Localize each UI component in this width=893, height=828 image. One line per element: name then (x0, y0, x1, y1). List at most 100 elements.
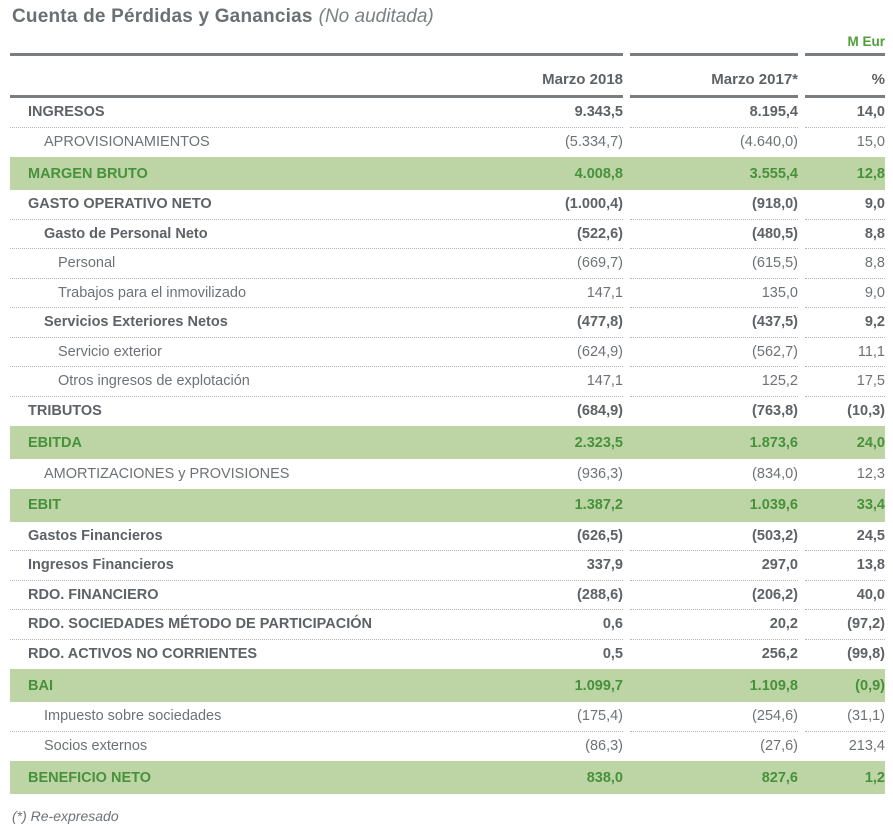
value-marzo-2018: 147,1 (586, 373, 623, 390)
row-label: BENEFICIO NETO (28, 769, 151, 786)
table-row: Ingresos Financieros 337,9 297,0 13,8 (10, 551, 885, 581)
value-marzo-2017: 135,0 (630, 279, 798, 308)
row-label: EBIT (28, 497, 62, 513)
table-row: Personal (669,7) (615,5) 8,8 (10, 249, 885, 279)
value-marzo-2018: (626,5) (577, 527, 623, 544)
value-marzo-2017: (763,8) (752, 403, 798, 420)
table-row: GASTO OPERATIVO NETO (1.000,4) (918,0) 9… (10, 190, 885, 220)
value-marzo-2018: 0,6 (602, 616, 623, 633)
value-marzo-2017: (615,5) (630, 249, 798, 279)
value-marzo-2018: (175,4) (577, 708, 623, 725)
value-pct: 9,0 (805, 279, 885, 308)
row-label: Ingresos Financieros (28, 557, 174, 574)
value-marzo-2017: 3.555,4 (749, 165, 798, 182)
row-label: Personal (58, 255, 116, 272)
column-header-marzo-2017: Marzo 2017* (630, 71, 798, 98)
table-row: INGRESOS 9.343,5 8.195,4 14,0 (10, 98, 885, 128)
value-marzo-2018: (288,6) (577, 586, 623, 603)
row-label: AMORTIZACIONES y PROVISIONES (44, 465, 290, 482)
row-label: Servicios Exteriores Netos (44, 314, 228, 331)
value-pct: (31,1) (805, 702, 885, 732)
value-pct: 11,1 (805, 338, 885, 367)
value-marzo-2017: 297,0 (630, 551, 798, 581)
value-marzo-2017: (254,6) (630, 702, 798, 732)
page-title: Cuenta de Pérdidas y Ganancias (12, 6, 313, 27)
value-marzo-2018: (684,9) (577, 403, 623, 420)
value-pct: 213,4 (848, 738, 885, 755)
value-pct: 17,5 (805, 367, 885, 397)
value-pct: (10,3) (847, 403, 885, 420)
row-label: INGRESOS (28, 104, 105, 121)
table-row: Otros ingresos de explotación 147,1 125,… (10, 367, 885, 397)
table-row: Servicios Exteriores Netos (477,8) (437,… (10, 308, 885, 338)
value-marzo-2017: (918,0) (630, 190, 798, 220)
value-marzo-2017: 827,6 (761, 769, 798, 786)
table-row: BENEFICIO NETO 838,0 827,6 1,2 (10, 761, 885, 794)
value-marzo-2017: 20,2 (630, 610, 798, 640)
table-row: EBIT 1.387,2 1.039,6 33,4 (10, 488, 885, 522)
value-marzo-2018: 1.387,2 (574, 497, 623, 513)
value-marzo-2018: 147,1 (586, 284, 623, 301)
footnote: (*) Re-expresado (12, 808, 119, 824)
value-pct: 8,8 (805, 220, 885, 249)
value-pct: 24,5 (805, 522, 885, 551)
value-marzo-2017: 8.195,4 (630, 98, 798, 128)
unit-label: M Eur (847, 34, 885, 49)
table-row: BAI 1.099,7 1.109,8 (0,9) (10, 669, 885, 702)
value-marzo-2018: (86,3) (585, 738, 623, 755)
value-marzo-2017: (503,2) (630, 522, 798, 551)
value-marzo-2018: 337,9 (586, 557, 623, 574)
row-label: Gastos Financieros (28, 527, 163, 544)
row-label: EBITDA (28, 434, 82, 451)
value-pct: 9,0 (805, 190, 885, 220)
value-pct: (99,8) (847, 646, 885, 663)
row-label: Impuesto sobre sociedades (44, 708, 222, 725)
value-marzo-2018: (522,6) (577, 225, 623, 242)
value-marzo-2018: (936,3) (577, 465, 623, 482)
row-label: Socios externos (44, 738, 148, 755)
value-marzo-2018: 1.099,7 (574, 677, 623, 694)
table-row: Trabajos para el inmovilizado 147,1 135,… (10, 279, 885, 308)
table-row: RDO. ACTIVOS NO CORRIENTES 0,5 256,2 (99… (10, 640, 885, 670)
value-pct: (0,9) (855, 677, 885, 694)
page-subtitle: (No auditada) (318, 6, 434, 27)
row-label: Gasto de Personal Neto (44, 225, 208, 242)
value-marzo-2017: 125,2 (630, 367, 798, 397)
table-row: Socios externos (86,3) (27,6) 213,4 (10, 732, 885, 762)
table-row: APROVISIONAMIENTOS (5.334,7) (4.640,0) 1… (10, 128, 885, 158)
value-pct: 8,8 (805, 249, 885, 279)
table-row: Impuesto sobre sociedades (175,4) (254,6… (10, 702, 885, 732)
value-marzo-2017: 1.109,8 (749, 677, 798, 694)
value-pct: 33,4 (856, 497, 885, 513)
row-label: Trabajos para el inmovilizado (58, 284, 247, 301)
value-pct: 9,2 (805, 308, 885, 338)
value-marzo-2018: 838,0 (586, 769, 623, 786)
value-marzo-2017: (480,5) (630, 220, 798, 249)
column-header-marzo-2018: Marzo 2018 (10, 71, 623, 98)
value-marzo-2017: (834,0) (752, 465, 798, 482)
value-marzo-2017: 1.039,6 (749, 497, 798, 513)
value-marzo-2018: (624,9) (577, 343, 623, 360)
value-marzo-2017: 256,2 (761, 646, 798, 663)
row-label: RDO. FINANCIERO (28, 586, 159, 603)
row-label: Otros ingresos de explotación (58, 373, 250, 390)
table-row: Gastos Financieros (626,5) (503,2) 24,5 (10, 522, 885, 551)
value-marzo-2018: (1.000,4) (564, 196, 623, 213)
value-pct: 1,2 (864, 769, 885, 786)
table-row: Gasto de Personal Neto (522,6) (480,5) 8… (10, 220, 885, 249)
value-pct: (97,2) (805, 610, 885, 640)
value-pct: 15,0 (856, 134, 885, 151)
value-pct: 12,3 (856, 465, 885, 482)
table-row: Servicio exterior (624,9) (562,7) 11,1 (10, 338, 885, 367)
column-header-pct: % (805, 71, 885, 98)
value-marzo-2017: (27,6) (760, 738, 798, 755)
value-marzo-2018: 2.323,5 (574, 434, 623, 451)
value-marzo-2018: (477,8) (577, 314, 623, 331)
row-label: APROVISIONAMIENTOS (44, 134, 210, 151)
value-marzo-2018: 0,5 (602, 646, 623, 663)
top-divider (10, 53, 885, 56)
row-label: GASTO OPERATIVO NETO (28, 196, 212, 213)
value-marzo-2017: (4.640,0) (739, 134, 798, 151)
table-row: RDO. FINANCIERO (288,6) (206,2) 40,0 (10, 581, 885, 610)
row-label: MARGEN BRUTO (28, 165, 148, 182)
